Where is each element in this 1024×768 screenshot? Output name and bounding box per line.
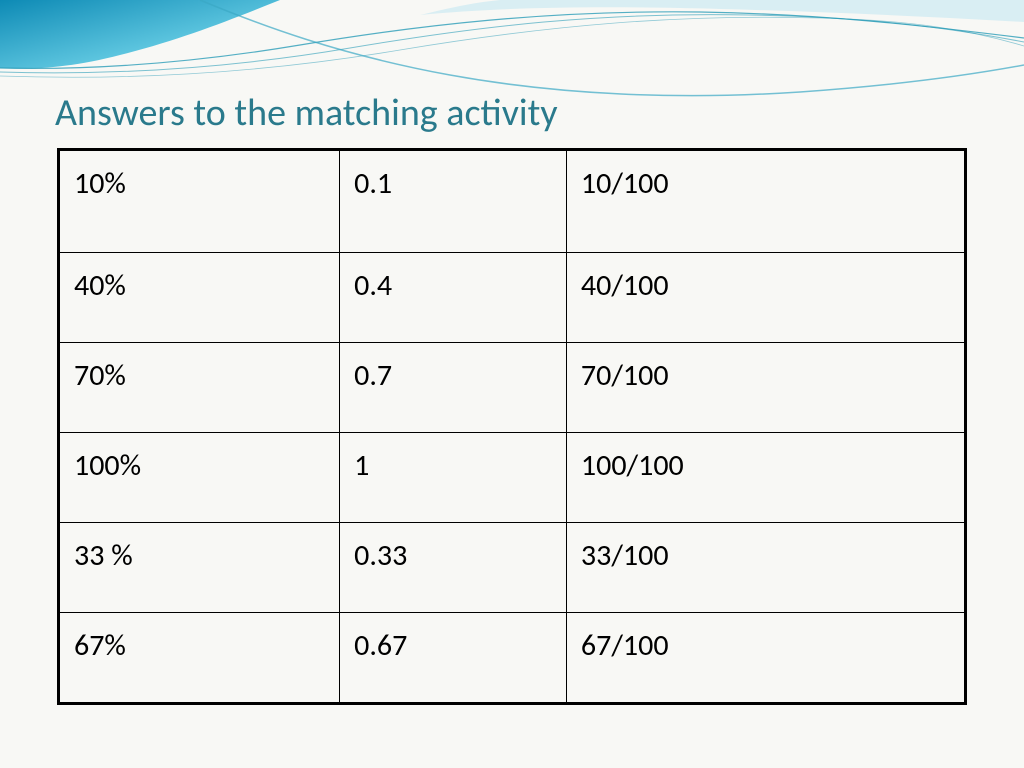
decimal-cell: 0.1 <box>340 150 567 253</box>
table-row: 100% 1 100/100 <box>59 433 966 523</box>
decimal-cell: 0.7 <box>340 343 567 433</box>
percent-cell: 100% <box>59 433 340 523</box>
fraction-cell: 40/100 <box>566 253 965 343</box>
decimal-cell: 0.67 <box>340 613 567 704</box>
percent-cell: 33 % <box>59 523 340 613</box>
fraction-cell: 100/100 <box>566 433 965 523</box>
fraction-cell: 70/100 <box>566 343 965 433</box>
fraction-cell: 10/100 <box>566 150 965 253</box>
percent-cell: 40% <box>59 253 340 343</box>
fraction-cell: 67/100 <box>566 613 965 704</box>
percent-cell: 70% <box>59 343 340 433</box>
percent-cell: 10% <box>59 150 340 253</box>
percent-cell: 67% <box>59 613 340 704</box>
table-row: 70% 0.7 70/100 <box>59 343 966 433</box>
decimal-cell: 0.33 <box>340 523 567 613</box>
page-title: Answers to the matching activity <box>55 90 558 136</box>
table-row: 67% 0.67 67/100 <box>59 613 966 704</box>
table-row: 40% 0.4 40/100 <box>59 253 966 343</box>
decimal-cell: 0.4 <box>340 253 567 343</box>
table-row: 10% 0.1 10/100 <box>59 150 966 253</box>
decimal-cell: 1 <box>340 433 567 523</box>
table-row: 33 % 0.33 33/100 <box>59 523 966 613</box>
conversion-table: 10% 0.1 10/100 40% 0.4 40/100 70% 0.7 70… <box>57 148 967 705</box>
fraction-cell: 33/100 <box>566 523 965 613</box>
